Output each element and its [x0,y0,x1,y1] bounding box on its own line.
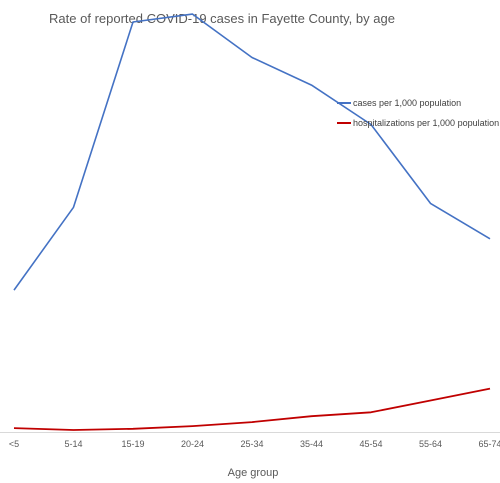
series-layer [13,13,491,431]
x-axis-label: Age group [228,467,279,479]
x-tick-label: 65-74 [478,439,500,449]
x-tick-label: 35-44 [300,439,323,449]
series-line-1 [13,387,491,431]
x-tick-label: 20-24 [181,439,204,449]
x-tick-label: <5 [9,439,19,449]
legend-label-0: cases per 1,000 population [353,98,461,108]
chart-title: Rate of reported COVID-19 cases in Fayet… [49,11,395,26]
x-tick-label: 45-54 [359,439,382,449]
x-tick-label: 15-19 [121,439,144,449]
x-tick-labels: <5 5-14 15-19 20-24 25-34 35-44 45-54 55-64 65-7… [9,439,500,449]
series-line-0 [13,13,491,291]
legend-label-1: hospitalizations per 1,000 population [353,118,499,128]
x-tick-label: 5-14 [64,439,82,449]
legend: cases per 1,000 population hospitalizatio… [337,98,499,128]
x-tick-label: 55-64 [419,439,442,449]
x-tick-label: 25-34 [240,439,263,449]
